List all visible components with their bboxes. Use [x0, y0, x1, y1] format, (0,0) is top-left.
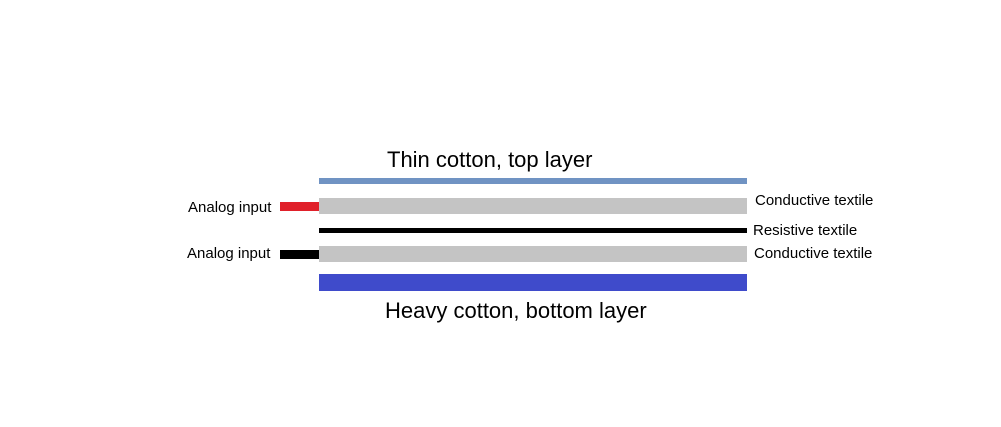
heavy-cotton-layer	[319, 274, 747, 291]
thin-cotton-layer	[319, 178, 747, 184]
resistive-textile-layer	[319, 228, 747, 233]
conductive-textile-top-label: Conductive textile	[755, 192, 874, 209]
top-layer-title: Thin cotton, top layer	[387, 147, 593, 172]
bottom-layer-title: Heavy cotton, bottom layer	[385, 298, 647, 323]
analog-input-bottom-lead	[280, 250, 320, 259]
conductive-textile-top	[319, 198, 747, 214]
analog-input-top-label: Analog input	[188, 199, 272, 216]
analog-input-top-lead	[280, 202, 320, 211]
conductive-textile-bottom	[319, 246, 747, 262]
conductive-textile-bottom-label: Conductive textile	[754, 245, 873, 262]
analog-input-bottom-label: Analog input	[187, 245, 271, 262]
resistive-textile-label: Resistive textile	[753, 222, 858, 239]
